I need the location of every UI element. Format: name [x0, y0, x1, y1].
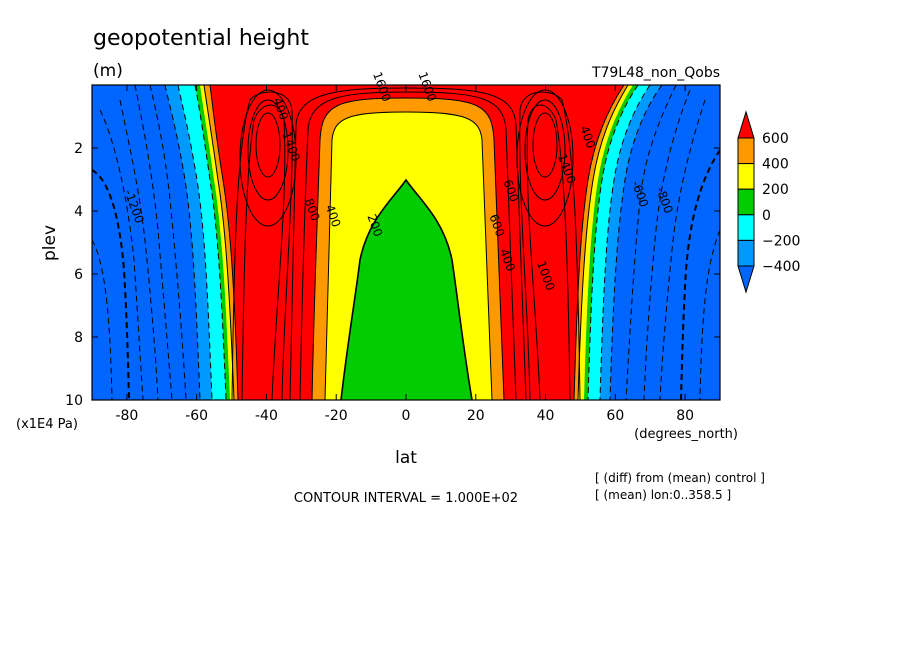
contour-interval-text: CONTOUR INTERVAL = 1.000E+02: [294, 491, 518, 506]
colorbar-level-label: 600: [762, 131, 789, 147]
colorbar-swatch: [737, 239, 755, 267]
colorbar-swatch: [737, 188, 755, 216]
x-tick-label: -20: [325, 408, 348, 424]
y-axis-units: (x1E4 Pa): [16, 417, 78, 432]
y-tick-label: 8: [74, 330, 83, 346]
y-tick-label: 6: [74, 267, 83, 283]
chart-title: geopotential height: [93, 26, 309, 51]
colorbar-swatch: [737, 163, 755, 190]
x-tick-label: -80: [115, 408, 138, 424]
chart-units: (m): [93, 61, 123, 81]
note-line-2: [ (mean) lon:0..358.5 ]: [595, 488, 731, 502]
region-0-200-center: [341, 180, 472, 400]
y-axis: 2 4 6 8 10: [65, 141, 720, 409]
x-tick-label: 80: [676, 408, 694, 424]
x-tick-label: 40: [537, 408, 555, 424]
colorbar-level-label: 400: [762, 157, 789, 173]
colorbar-swatch: [737, 214, 755, 241]
colorbar-level-label: 0: [762, 208, 771, 224]
colorbar-swatch: [737, 137, 755, 165]
colorbar-level-label: −200: [762, 233, 800, 249]
x-axis: -80 -60 -40 -20 0 20 40 60 80: [115, 85, 694, 424]
y-tick-label: 10: [65, 393, 83, 409]
y-tick-label: 2: [74, 141, 83, 157]
colorbar-level-label: −400: [762, 259, 800, 275]
note-line-1: [ (diff) from (mean) control ]: [595, 471, 765, 485]
x-tick-label: -60: [185, 408, 208, 424]
colorbar-swatch: [737, 110, 755, 139]
colorbar-legend: 600 400 200 0 −200 −400: [737, 110, 800, 294]
plot-area: [92, 85, 720, 400]
x-axis-units: (degrees_north): [634, 427, 738, 442]
x-tick-label: -40: [255, 408, 278, 424]
x-tick-label: 60: [606, 408, 624, 424]
y-axis-label: plev: [40, 225, 60, 261]
x-tick-label: 20: [467, 408, 485, 424]
x-tick-label: 0: [402, 408, 411, 424]
run-label: T79L48_non_Qobs: [591, 65, 720, 81]
colorbar-level-label: 200: [762, 182, 789, 198]
x-axis-label: lat: [395, 448, 417, 468]
colorbar-swatch: [737, 265, 755, 294]
y-tick-label: 4: [74, 204, 83, 220]
